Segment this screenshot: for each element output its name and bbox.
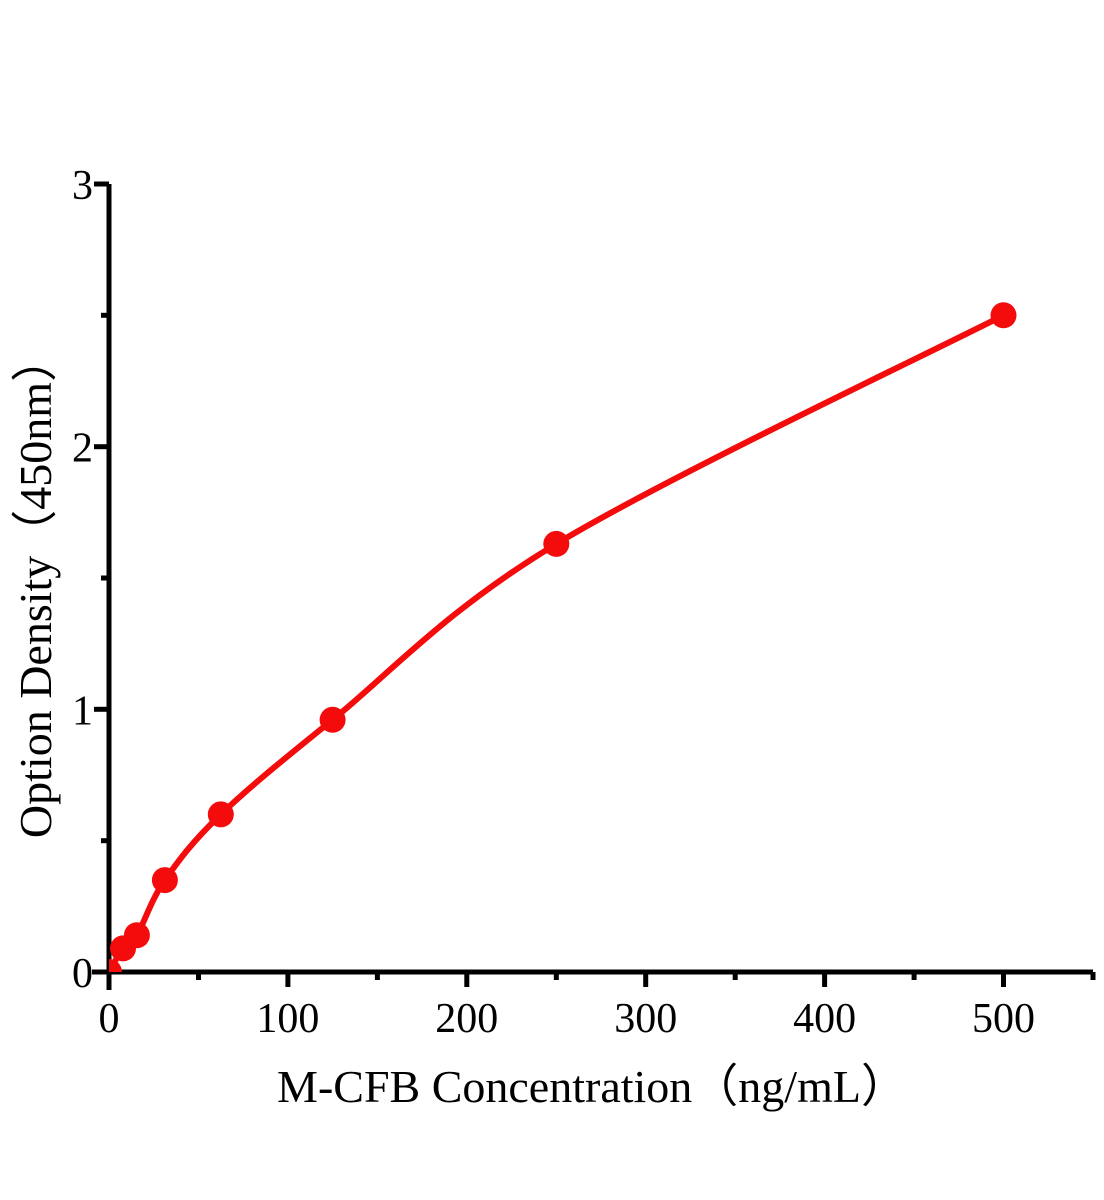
data-point-marker <box>109 959 122 972</box>
y-tick-label: 0 <box>72 951 93 997</box>
x-tick-label: 100 <box>256 996 319 1042</box>
y-axis-title: Option Density（450nm） <box>10 335 61 839</box>
data-point-marker <box>543 530 570 557</box>
x-tick-label: 200 <box>435 996 498 1042</box>
standard-curve-line <box>109 312 1007 972</box>
data-point-marker <box>207 801 234 828</box>
x-tick-label: 0 <box>99 996 120 1042</box>
data-point-marker <box>319 706 346 733</box>
y-tick-label: 3 <box>72 163 93 209</box>
data-point-marker <box>151 867 178 894</box>
y-tick-label: 1 <box>72 688 93 734</box>
data-point-marker <box>123 922 150 949</box>
x-axis-title: M-CFB Concentration（ng/mL） <box>277 1061 907 1112</box>
x-tick-label: 400 <box>793 996 856 1042</box>
data-point-marker <box>990 302 1017 329</box>
y-tick-label: 2 <box>72 426 93 472</box>
series-group <box>109 302 1017 972</box>
x-tick-label: 300 <box>614 996 677 1042</box>
x-tick-label: 500 <box>972 996 1035 1042</box>
